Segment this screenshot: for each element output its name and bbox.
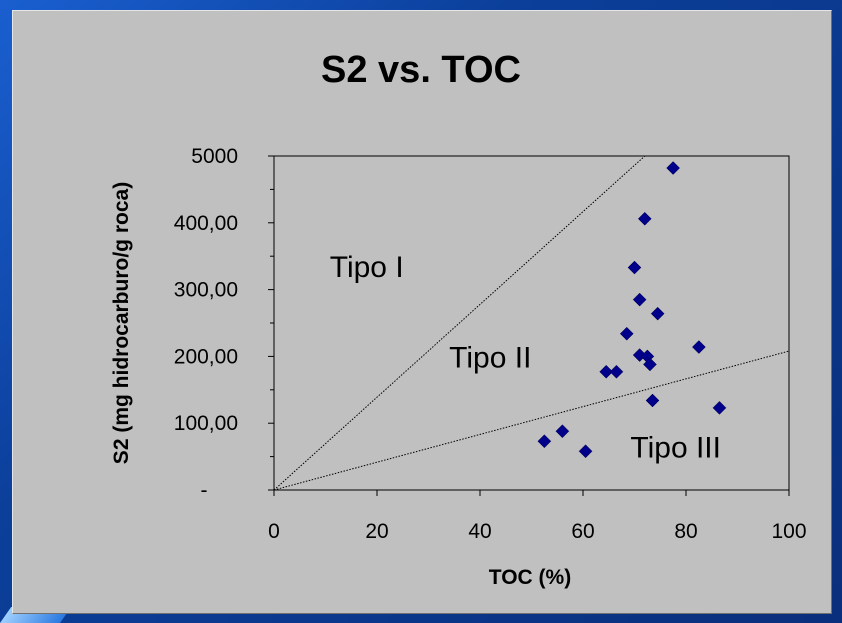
- x-tick-label: 40: [468, 520, 491, 543]
- data-point: [632, 292, 647, 307]
- x-tick-label: 60: [571, 520, 594, 543]
- region-label: Tipo II: [449, 341, 531, 374]
- y-tick-label: -: [201, 479, 208, 502]
- plot-area: - 100,00 200,00 300,00 400,00 5000 0 20 40 60 80 1…: [174, 145, 807, 543]
- chart-title: S2 vs. TOC: [321, 49, 521, 91]
- y-tick-label: 5000: [191, 145, 238, 168]
- data-point: [643, 357, 657, 372]
- data-point: [645, 393, 660, 408]
- slide-panel: [12, 10, 832, 614]
- data-point: [578, 444, 593, 459]
- data-point: [609, 364, 624, 379]
- x-tick-label: 0: [268, 520, 280, 543]
- data-point: [627, 260, 642, 275]
- region-label: Tipo I: [330, 251, 404, 284]
- boundary-line: [273, 155, 646, 491]
- data-point: [712, 400, 727, 415]
- x-tick-label: 20: [365, 520, 388, 543]
- y-tick-label: 400,00: [174, 212, 238, 235]
- y-tick-label: 300,00: [174, 279, 238, 302]
- data-point: [599, 364, 614, 379]
- data-point: [619, 326, 634, 341]
- data-point: [637, 211, 652, 226]
- y-axis-label: S2 (mg hidrocarburo/g roca): [110, 182, 133, 464]
- data-point: [666, 161, 680, 175]
- x-axis-label: TOC (%): [489, 566, 571, 589]
- y-tick-label: 200,00: [174, 345, 238, 368]
- y-tick-label: 100,00: [174, 412, 238, 435]
- data-point: [555, 424, 570, 439]
- region-label: Tipo III: [630, 432, 721, 465]
- data-point: [537, 434, 552, 449]
- x-tick-label: 100: [771, 520, 806, 543]
- boundary-line: [273, 350, 790, 491]
- data-point: [650, 306, 665, 321]
- data-point: [692, 340, 706, 354]
- x-tick-label: 80: [674, 520, 697, 543]
